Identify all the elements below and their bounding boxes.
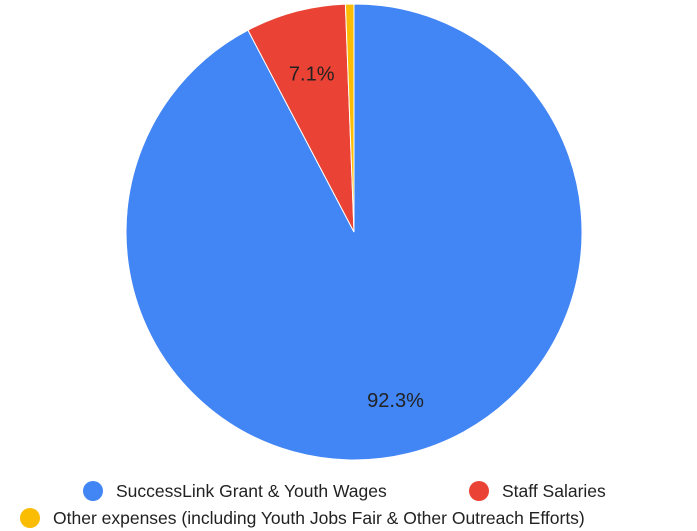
legend-item-staff-salaries: Staff Salaries xyxy=(469,481,606,501)
pie-slice-successlink-grant-youth-wages xyxy=(125,3,583,461)
legend-swatch-successlink-grant-youth-wages xyxy=(83,481,103,501)
legend-swatch-staff-salaries xyxy=(469,481,489,501)
legend: SuccessLink Grant & Youth Wages Staff Sal… xyxy=(20,481,606,528)
slice-label-successlink-grant-youth-wages: 92.3% xyxy=(367,390,424,412)
pie-slice-labels: 92.3% 7.1% xyxy=(289,63,424,412)
pie-slice-staff-salaries xyxy=(247,3,355,233)
pie-slices xyxy=(125,3,583,461)
legend-label-staff-salaries: Staff Salaries xyxy=(502,481,606,501)
pie-slice-other-expenses-including-youth-jobs-fair-other-outreach-efforts xyxy=(344,3,355,233)
slice-label-staff-salaries: 7.1% xyxy=(289,63,335,85)
legend-item-successlink-grant-youth-wages: SuccessLink Grant & Youth Wages xyxy=(83,481,387,501)
legend-swatch-other-expenses-including-youth-jobs-fair-other-outreach-efforts xyxy=(20,508,40,528)
legend-item-other-expenses-including-youth-jobs-fair-other-outreach-efforts: Other expenses (including Youth Jobs Fai… xyxy=(20,508,585,528)
legend-label-other-expenses-including-youth-jobs-fair-other-outreach-efforts: Other expenses (including Youth Jobs Fai… xyxy=(53,508,585,528)
legend-label-successlink-grant-youth-wages: SuccessLink Grant & Youth Wages xyxy=(116,481,387,501)
